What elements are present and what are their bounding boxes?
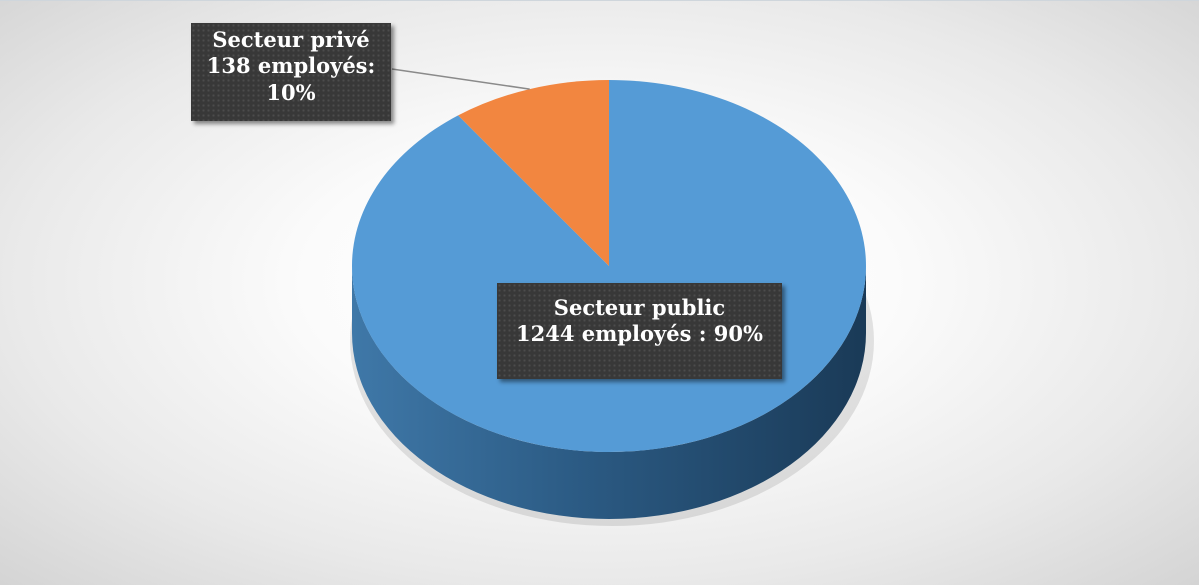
label-secteur-prive-percent: 10% — [266, 79, 316, 105]
label-secteur-public-count: 1244 employés : 90% — [516, 321, 763, 347]
pie-side-wall — [352, 266, 866, 519]
data-label-secteur-public: Secteur public 1244 employés : 90% — [497, 283, 782, 379]
leader-line-secteur-prive — [391, 68, 530, 90]
label-secteur-prive-count: 138 employés: — [206, 53, 376, 79]
slice-secteur-prive[interactable] — [458, 79, 609, 266]
label-secteur-prive-name: Secteur privé — [212, 27, 370, 52]
data-label-secteur-prive: Secteur privé 138 employés: 10% — [191, 23, 391, 121]
label-secteur-public-name: Secteur public — [553, 295, 726, 320]
